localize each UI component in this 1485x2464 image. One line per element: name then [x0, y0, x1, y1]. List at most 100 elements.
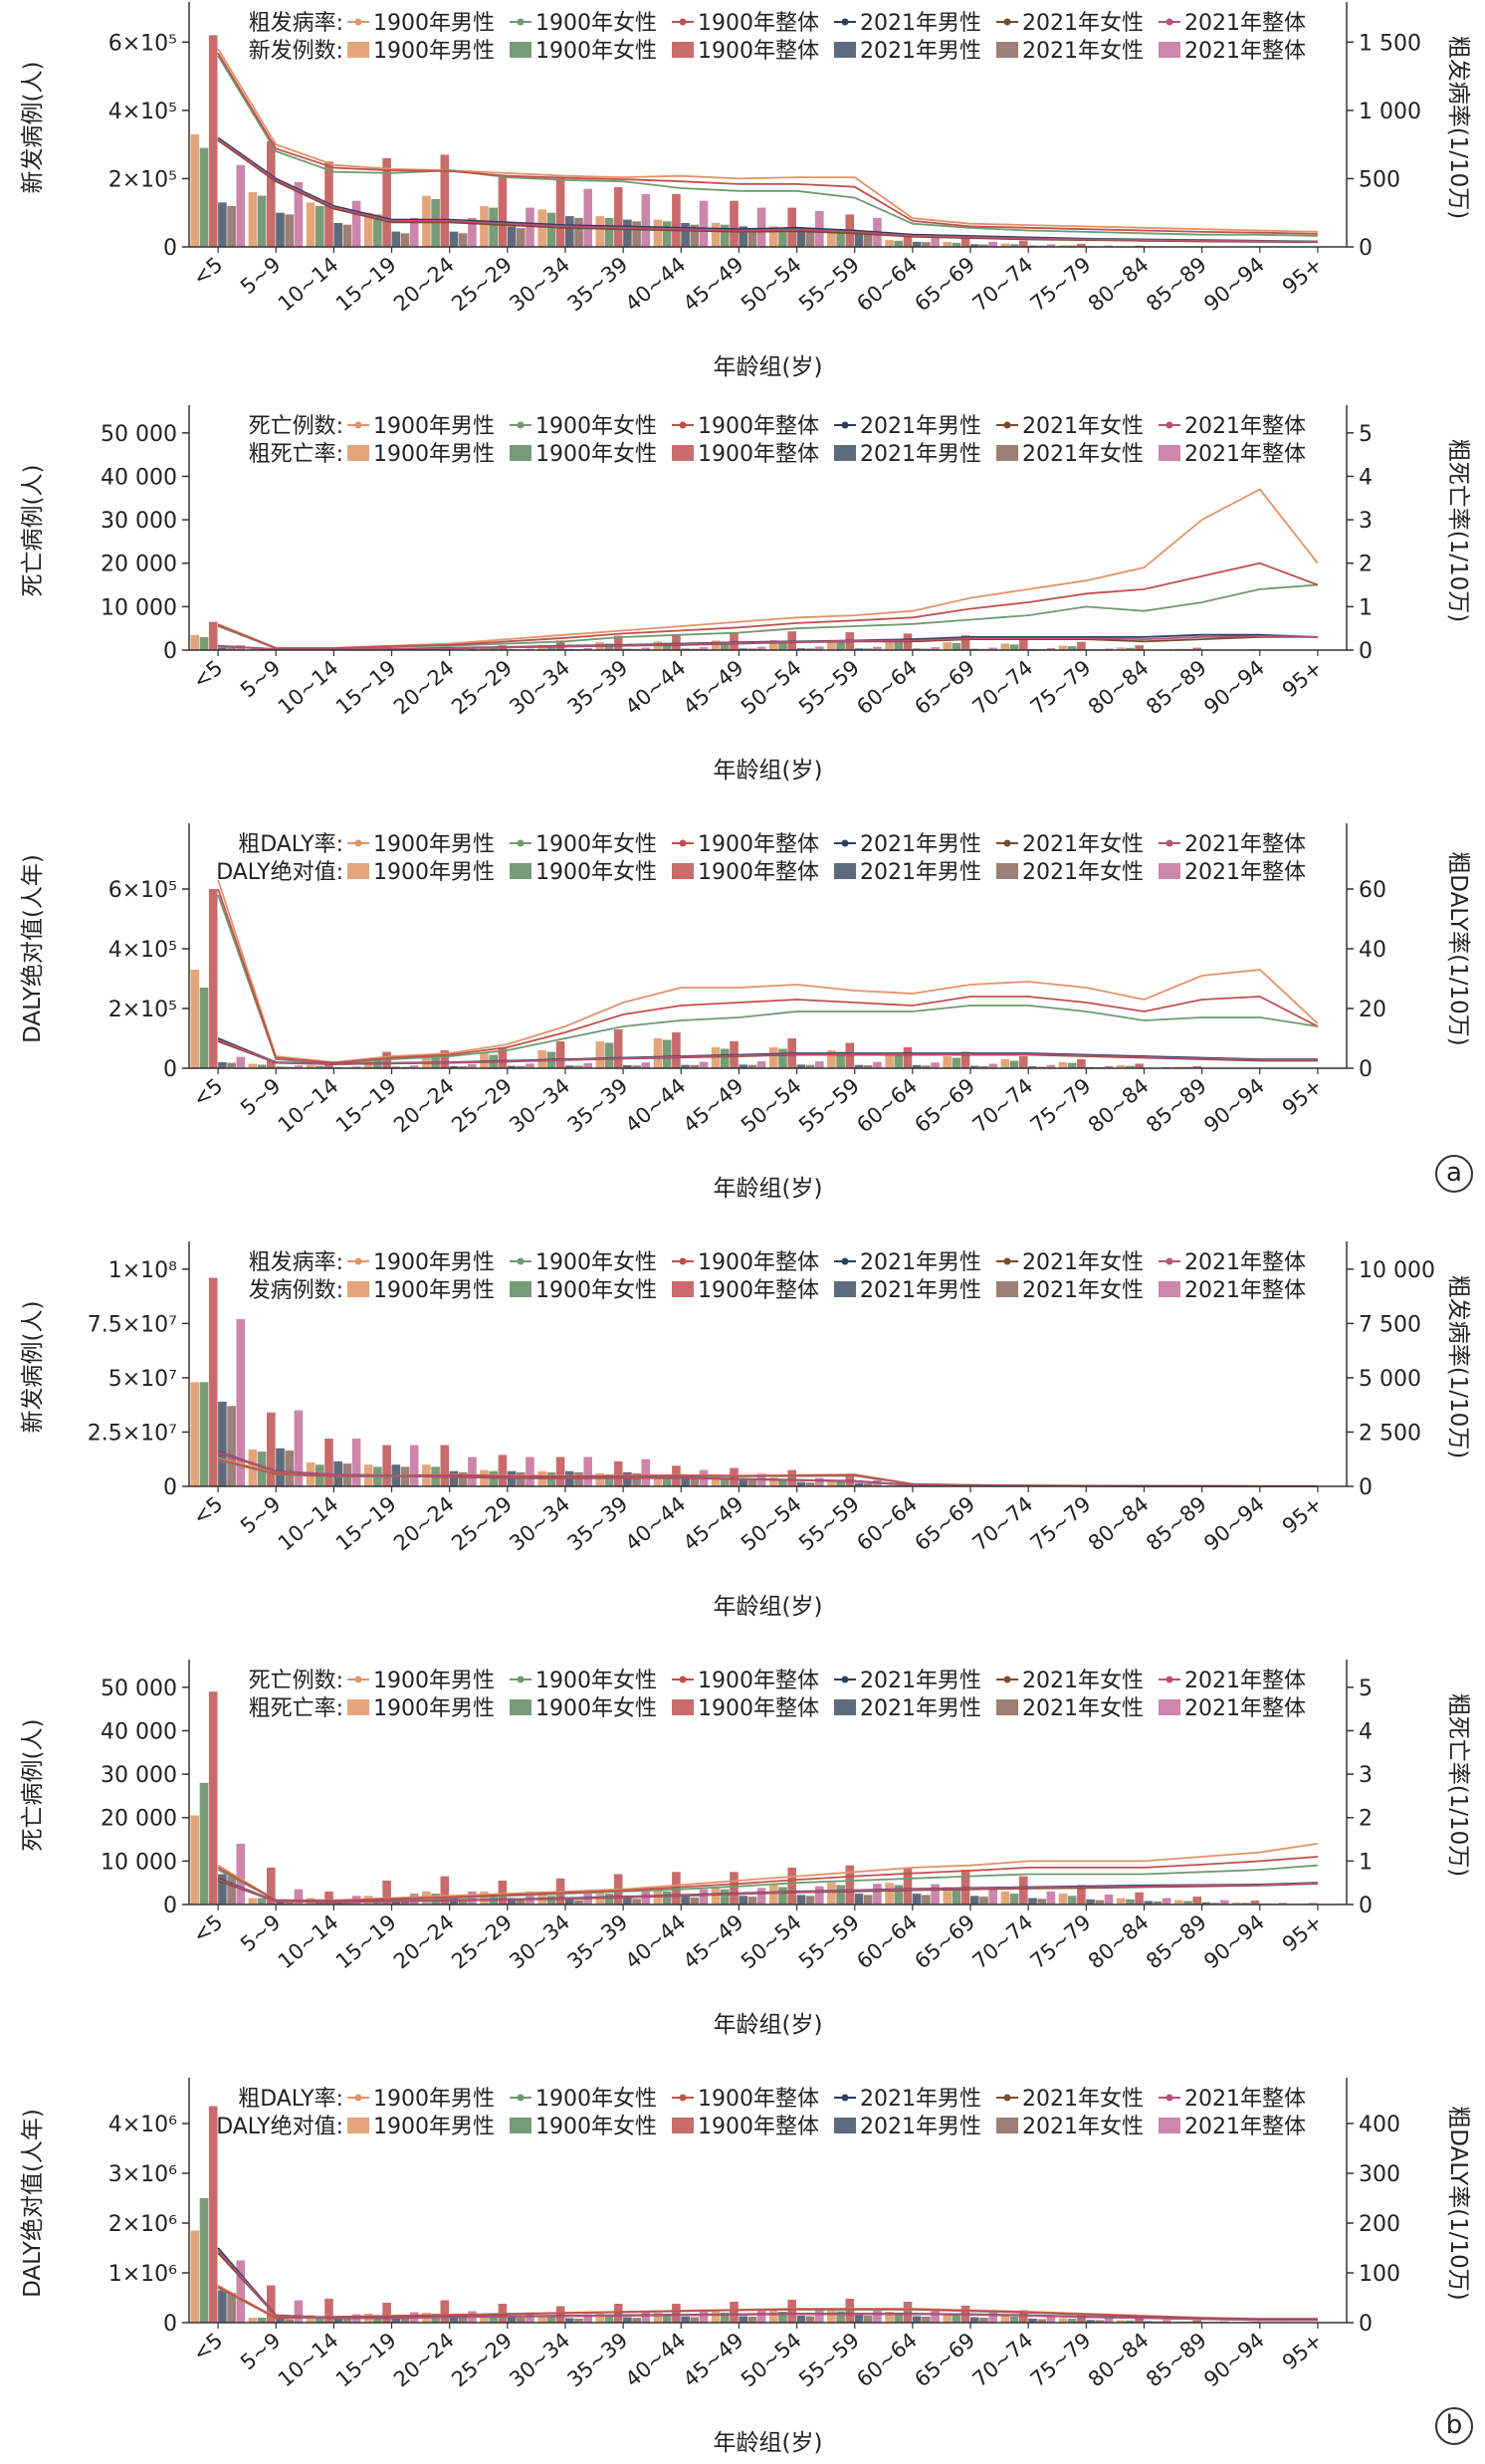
- x-tick-label-80~84: 80~84: [1084, 1909, 1154, 1973]
- bar-3-40~44: [672, 633, 681, 650]
- x-tick-label-65~69: 65~69: [910, 655, 979, 719]
- right-axis-title: 粗发病率(1/10万): [1445, 36, 1471, 220]
- legend-bar-swatch-1: [347, 445, 369, 461]
- legend-line-marker-2: [517, 18, 525, 26]
- legend-line-marker-1: [354, 18, 362, 26]
- legend-line-label-2: 1900年女性: [535, 832, 657, 857]
- bar-4-55~59: [854, 1894, 864, 1904]
- bar-6-30~34: [583, 1062, 592, 1069]
- left-tick-label-1: 1×10⁶: [108, 2262, 177, 2287]
- legend-line-label-6: 2021年整体: [1184, 1250, 1306, 1275]
- bar-5-10~14: [342, 2319, 352, 2323]
- legend-bar-label-4: 2021年男性: [860, 39, 981, 64]
- right-tick-label-0: 0: [1359, 639, 1373, 664]
- bar-2-65~69: [952, 242, 961, 247]
- legend-bar-swatch-1: [347, 42, 369, 58]
- bar-4-55~59: [854, 1064, 864, 1068]
- bar-6-80~84: [1162, 1898, 1171, 1904]
- right-tick-label-3: 300: [1359, 2162, 1400, 2187]
- bar-6-65~69: [988, 2312, 997, 2323]
- bar-4-5~9: [276, 212, 285, 247]
- legend-bar-label-5: 2021年女性: [1022, 1696, 1144, 1721]
- bar-6-10~14: [351, 200, 361, 247]
- bar-3-20~24: [440, 1050, 450, 1068]
- line-series-3: [217, 2286, 1318, 2321]
- legend-line-label-2: 1900年女性: [535, 1669, 657, 1693]
- x-tick-label-75~79: 75~79: [1026, 252, 1096, 316]
- bar-1-50~54: [769, 2311, 778, 2323]
- legend-bar-swatch-1: [347, 863, 369, 879]
- left-tick-label-0: 0: [163, 2312, 177, 2337]
- bar-1-90~94: [1232, 1902, 1241, 1904]
- x-tick-label-25~29: 25~29: [447, 1909, 517, 1973]
- x-tick-label-<5: <5: [188, 1073, 227, 1111]
- bar-1-65~69: [943, 2314, 952, 2323]
- right-axis-title: 粗DALY率(1/10万): [1445, 851, 1471, 1045]
- legend-line-label-3: 1900年整体: [698, 1669, 819, 1693]
- legend-bar-swatch-2: [510, 42, 531, 58]
- bar-3-85~89: [1192, 1065, 1201, 1068]
- bar-3-<5: [208, 2106, 218, 2323]
- bar-1-50~54: [769, 226, 778, 247]
- x-tick-label-30~34: 30~34: [505, 1909, 574, 1973]
- x-tick-label-75~79: 75~79: [1026, 2328, 1096, 2391]
- bar-6-<5: [236, 1319, 246, 1486]
- bar-5-40~44: [690, 1898, 700, 1904]
- line-series-6: [217, 2249, 1318, 2322]
- x-tick-label-80~84: 80~84: [1084, 2328, 1154, 2391]
- bar-6-<5: [236, 2260, 246, 2323]
- right-axis-title: 粗DALY率(1/10万): [1445, 2106, 1471, 2300]
- bar-5-55~59: [863, 1895, 873, 1904]
- bar-2-45~49: [721, 1477, 730, 1486]
- bar-3-<5: [208, 35, 218, 248]
- bar-5-25~29: [517, 2318, 526, 2323]
- bar-2-75~79: [1067, 1062, 1077, 1068]
- legend-bar-swatch-5: [996, 1699, 1018, 1715]
- bar-3-50~54: [787, 1469, 796, 1486]
- x-tick-label-25~29: 25~29: [447, 1073, 517, 1137]
- legend-bar-label-1: 1900年男性: [373, 442, 495, 467]
- bar-4-<5: [218, 1874, 227, 1904]
- legend-bar-title: 新发例数:: [249, 39, 343, 64]
- bar-5-45~49: [747, 228, 757, 247]
- legend-line-marker-3: [679, 421, 687, 429]
- bar-1-10~14: [306, 202, 316, 247]
- bar-6-25~29: [526, 1063, 534, 1068]
- line-series-6: [217, 1878, 1318, 1904]
- line-series-1: [217, 879, 1319, 1063]
- legend-bar-title: 发病例数:: [249, 1278, 343, 1303]
- x-tick-label-55~59: 55~59: [794, 655, 864, 719]
- bar-2-55~59: [836, 641, 845, 650]
- x-tick-label-60~64: 60~64: [852, 2328, 922, 2391]
- legend-bar-label-1: 1900年男性: [373, 2115, 495, 2139]
- x-tick-label-45~49: 45~49: [679, 2328, 748, 2391]
- bar-6-70~74: [1046, 647, 1056, 650]
- bar-2-80~84: [1126, 2320, 1135, 2324]
- bar-2-35~39: [604, 1474, 614, 1486]
- bar-3-<5: [208, 1277, 218, 1486]
- bar-4-35~39: [623, 1898, 632, 1904]
- legend-line-marker-4: [841, 18, 849, 26]
- bar-6-55~59: [873, 1884, 882, 1904]
- x-tick-label-15~19: 15~19: [331, 2328, 401, 2391]
- bar-6-35~39: [641, 1891, 651, 1904]
- right-tick-label-4: 400: [1359, 2113, 1400, 2137]
- bar-6-5~9: [294, 181, 304, 247]
- bar-6-15~19: [409, 217, 419, 247]
- legend-line-label-1: 1900年男性: [373, 1250, 495, 1275]
- bar-3-35~39: [613, 635, 623, 650]
- x-tick-label-70~74: 70~74: [968, 1491, 1038, 1555]
- bar-2-65~69: [952, 2315, 961, 2323]
- bar-1-45~49: [711, 1476, 721, 1486]
- bar-2-55~59: [836, 1885, 845, 1904]
- bar-2-40~44: [662, 221, 672, 247]
- bar-1-70~74: [1000, 2316, 1010, 2323]
- bar-6-35~39: [641, 1458, 651, 1486]
- legend-bar-swatch-6: [1159, 1699, 1180, 1715]
- legend: 粗DALY率: DALY绝对值: 1900年男性 1900年男性 1900年女性 1900…: [216, 832, 1306, 885]
- bar-2-45~49: [721, 641, 730, 650]
- legend-line-label-5: 2021年女性: [1022, 1250, 1144, 1275]
- bar-1-80~84: [1116, 2320, 1126, 2323]
- bar-1-55~59: [827, 1883, 836, 1904]
- bar-3-45~49: [730, 2302, 739, 2323]
